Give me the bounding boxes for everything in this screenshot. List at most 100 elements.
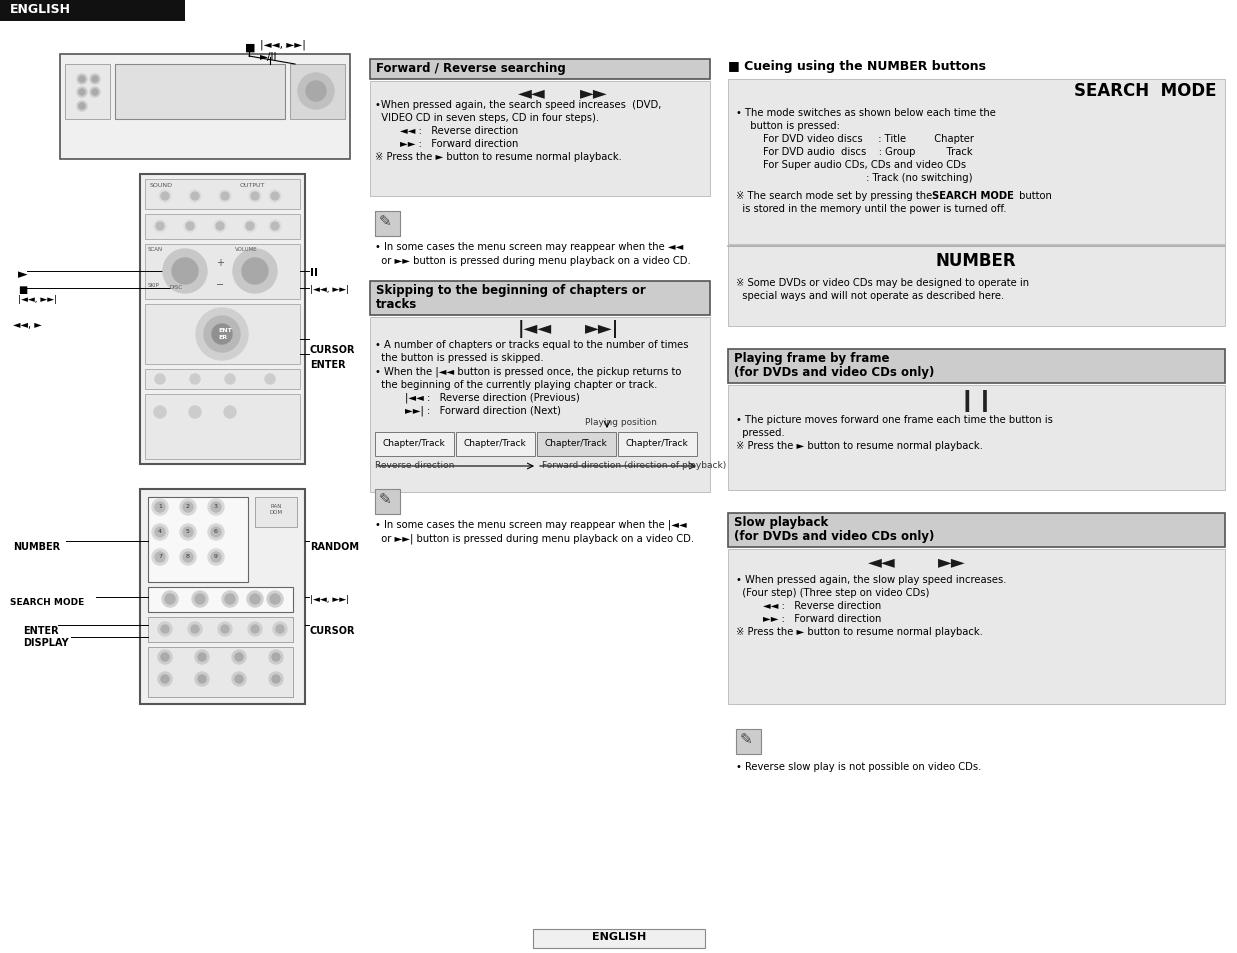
Text: Forward / Reverse searching: Forward / Reverse searching (376, 62, 565, 75)
Circle shape (161, 676, 169, 683)
Text: II: II (310, 268, 318, 277)
Bar (61, 55, 350, 160)
Circle shape (218, 622, 233, 637)
Text: 2: 2 (186, 504, 190, 509)
Circle shape (221, 193, 229, 201)
Circle shape (153, 221, 166, 233)
Bar (0, 0, 186, 22)
Text: ※ The search mode set by pressing the: ※ The search mode set by pressing the (736, 191, 935, 201)
Text: CURSOR: CURSOR (310, 625, 355, 636)
Circle shape (158, 622, 172, 637)
Text: Playing position: Playing position (585, 417, 657, 427)
Circle shape (267, 592, 283, 607)
Text: • In some cases the menu screen may reappear when the ◄◄: • In some cases the menu screen may reap… (375, 242, 683, 252)
Text: the button is pressed is skipped.: the button is pressed is skipped. (375, 353, 543, 363)
Text: • When pressed again, the slow play speed increases.: • When pressed again, the slow play spee… (736, 575, 1007, 584)
Bar (145, 245, 301, 299)
Bar (370, 60, 710, 80)
Circle shape (233, 650, 246, 664)
Bar (537, 433, 616, 456)
Text: Playing frame by frame: Playing frame by frame (734, 352, 889, 365)
Circle shape (251, 193, 259, 201)
Circle shape (195, 309, 247, 360)
Text: (for DVDs and video CDs only): (for DVDs and video CDs only) (734, 530, 934, 542)
Text: or ►►| button is pressed during menu playback on a video CD.: or ►►| button is pressed during menu pla… (375, 534, 694, 544)
Circle shape (155, 527, 165, 537)
Text: ◄◄ :   Reverse direction: ◄◄ : Reverse direction (400, 126, 518, 136)
Text: ✎: ✎ (740, 731, 753, 746)
Text: Skipping to the beginning of chapters or: Skipping to the beginning of chapters or (376, 284, 646, 296)
Text: VOLUME: VOLUME (235, 247, 257, 252)
Text: ◄◄: ◄◄ (868, 553, 896, 571)
Bar (145, 305, 301, 365)
Circle shape (158, 650, 172, 664)
Text: |◄◄, ►►|: |◄◄, ►►| (260, 40, 306, 51)
Text: NUMBER: NUMBER (935, 252, 1017, 270)
Circle shape (172, 258, 198, 285)
Bar (736, 729, 761, 754)
Text: NUMBER: NUMBER (14, 541, 61, 552)
Circle shape (90, 88, 100, 98)
Circle shape (184, 221, 195, 233)
Text: ■: ■ (19, 285, 27, 294)
Circle shape (208, 524, 224, 540)
Circle shape (77, 88, 87, 98)
Text: ►/II: ►/II (260, 52, 277, 62)
Circle shape (246, 223, 254, 231)
Text: ■ Cueing using the NUMBER buttons: ■ Cueing using the NUMBER buttons (729, 60, 986, 73)
Text: SCAN: SCAN (148, 247, 163, 252)
Text: 6: 6 (214, 529, 218, 534)
Bar (115, 65, 285, 120)
Text: ►►| :   Forward direction (Next): ►►| : Forward direction (Next) (404, 406, 560, 416)
Text: RAN
DOM: RAN DOM (270, 503, 282, 515)
Circle shape (233, 672, 246, 686)
Bar (66, 65, 110, 120)
Circle shape (198, 676, 207, 683)
Circle shape (225, 595, 235, 604)
Circle shape (272, 676, 280, 683)
Bar (370, 282, 710, 315)
Circle shape (188, 622, 202, 637)
Text: DISC: DISC (169, 285, 183, 290)
Circle shape (212, 553, 221, 562)
Bar (145, 180, 301, 210)
Text: • The picture moves forward one frame each time the button is: • The picture moves forward one frame ea… (736, 415, 1053, 424)
Bar (148, 497, 247, 582)
Circle shape (189, 407, 200, 418)
Text: ※ Some DVDs or video CDs may be designed to operate in: ※ Some DVDs or video CDs may be designed… (736, 277, 1029, 288)
Text: 1: 1 (158, 504, 162, 509)
Bar (145, 214, 301, 240)
Circle shape (235, 654, 242, 661)
Circle shape (242, 258, 268, 285)
Circle shape (192, 592, 208, 607)
Text: Chapter/Track: Chapter/Track (464, 438, 527, 448)
Circle shape (163, 250, 207, 294)
Text: |◄◄: |◄◄ (518, 319, 552, 337)
Text: ►► :   Forward direction: ►► : Forward direction (400, 139, 518, 149)
Text: button is pressed:: button is pressed: (743, 121, 840, 131)
Text: 5: 5 (186, 529, 190, 534)
Circle shape (221, 592, 238, 607)
Text: Slow playback: Slow playback (734, 516, 829, 529)
Bar (255, 497, 297, 527)
Circle shape (208, 550, 224, 565)
Circle shape (155, 553, 165, 562)
Text: CURSOR: CURSOR (310, 345, 355, 355)
Text: |◄◄, ►►|: |◄◄, ►►| (310, 595, 349, 603)
Text: • In some cases the menu screen may reappear when the |◄◄: • In some cases the menu screen may reap… (375, 519, 687, 530)
Bar (148, 587, 293, 613)
Circle shape (268, 650, 283, 664)
Circle shape (247, 592, 263, 607)
Circle shape (268, 221, 281, 233)
Circle shape (221, 625, 229, 634)
Text: ►►: ►► (580, 84, 607, 102)
Text: SEARCH MODE: SEARCH MODE (10, 598, 84, 606)
Circle shape (183, 553, 193, 562)
Text: SOUND: SOUND (150, 183, 173, 188)
Bar (140, 174, 306, 464)
Circle shape (92, 90, 98, 96)
Text: tracks: tracks (376, 297, 417, 311)
Circle shape (212, 502, 221, 513)
Circle shape (208, 499, 224, 516)
Text: (for DVDs and video CDs only): (for DVDs and video CDs only) (734, 366, 934, 378)
